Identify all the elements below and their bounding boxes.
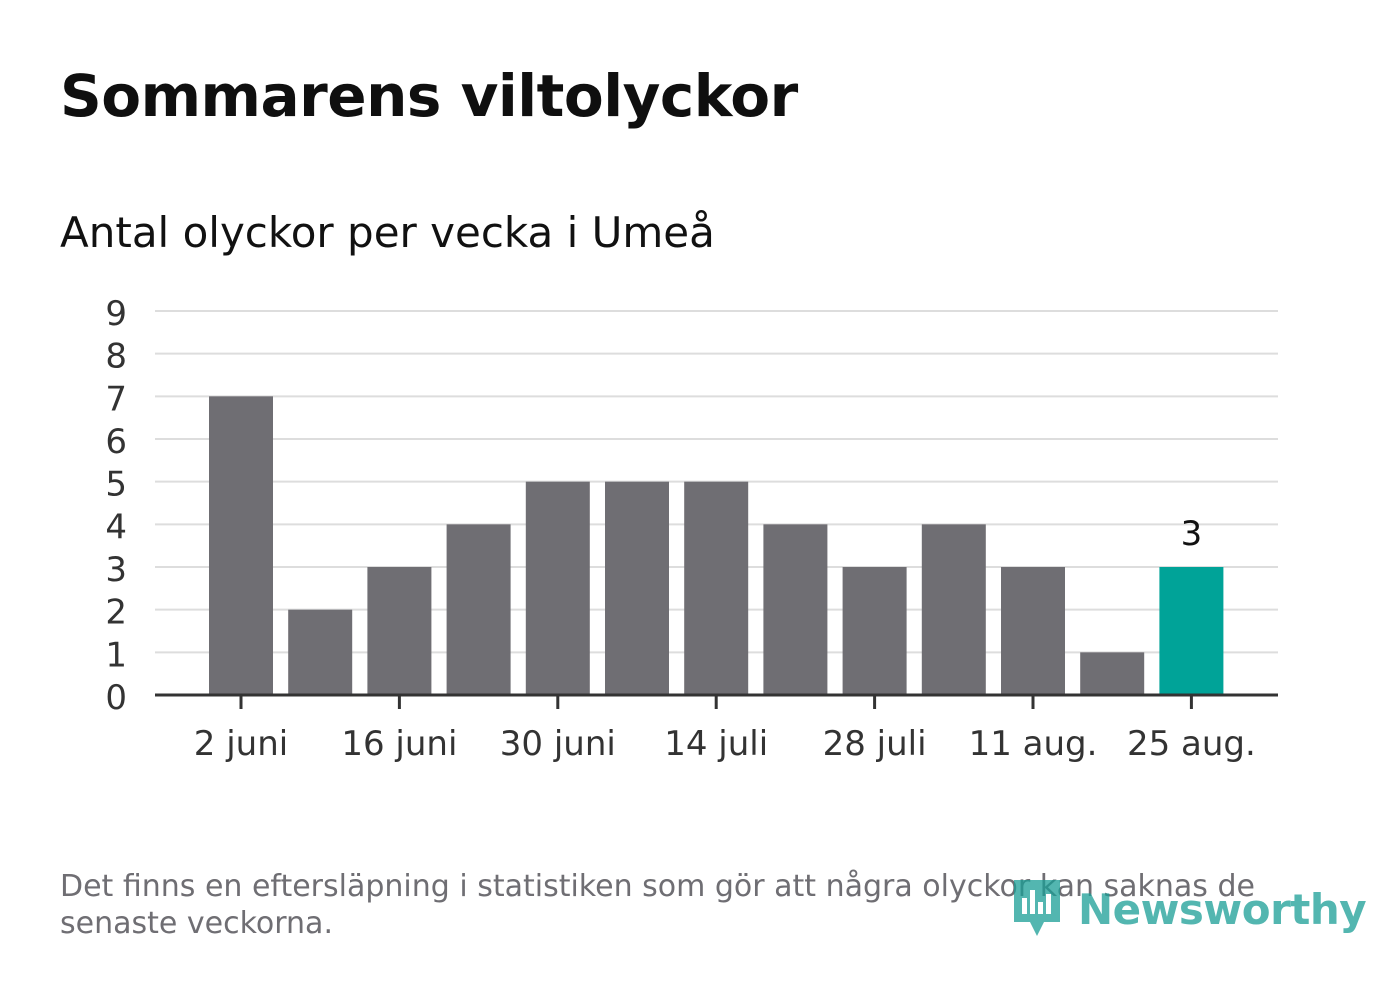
x-axis-ticks: 2 juni 16 juni 30 juni 14 juli 28 juli 11 aug… bbox=[194, 695, 1256, 764]
x-tick-label: 30 juni bbox=[500, 724, 616, 764]
y-tick-label: 3 bbox=[105, 550, 127, 590]
data-label: 3 bbox=[1181, 514, 1203, 554]
x-tick-label: 14 juli bbox=[664, 724, 768, 764]
y-tick-label: 1 bbox=[105, 635, 127, 675]
y-tick-label: 6 bbox=[105, 422, 127, 462]
brand-name: Newsworthy bbox=[1078, 884, 1367, 934]
bar bbox=[763, 524, 828, 695]
bar bbox=[1001, 567, 1065, 695]
y-tick-label: 4 bbox=[105, 507, 127, 547]
bar bbox=[288, 609, 353, 695]
bar bbox=[1080, 652, 1145, 695]
bar bbox=[605, 481, 669, 695]
y-tick-label: 8 bbox=[105, 337, 127, 377]
bars bbox=[209, 396, 1224, 695]
bar bbox=[446, 524, 511, 695]
chart-subtitle: Antal olyckor per vecka i Umeå bbox=[60, 208, 715, 257]
x-tick-label: 11 aug. bbox=[969, 724, 1098, 764]
bar bbox=[921, 524, 986, 695]
x-tick-label: 28 juli bbox=[823, 724, 927, 764]
y-tick-label: 7 bbox=[105, 379, 127, 419]
bar bbox=[1159, 567, 1224, 695]
y-tick-label: 5 bbox=[105, 465, 127, 505]
bar bbox=[684, 481, 749, 695]
brand-logo: Newsworthy bbox=[1010, 876, 1367, 942]
bar bbox=[525, 481, 590, 695]
x-tick-label: 25 aug. bbox=[1127, 724, 1256, 764]
page-title: Sommarens viltolyckor bbox=[60, 62, 798, 130]
y-tick-label: 2 bbox=[105, 593, 127, 633]
x-tick-label: 2 juni bbox=[194, 724, 288, 764]
bar bbox=[367, 567, 432, 695]
y-tick-label: 9 bbox=[105, 294, 127, 334]
data-labels: 3 bbox=[1181, 514, 1203, 554]
newsworthy-logo-icon bbox=[1014, 880, 1060, 936]
bar bbox=[209, 396, 273, 695]
y-tick-label: 0 bbox=[105, 678, 127, 718]
x-tick-label: 16 juni bbox=[341, 724, 457, 764]
bar bbox=[842, 567, 907, 695]
